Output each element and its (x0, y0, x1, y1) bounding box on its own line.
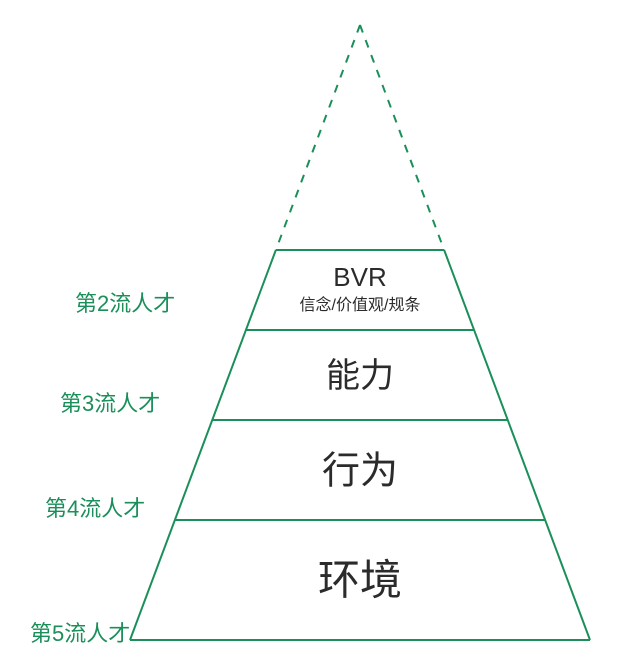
tier-title-0: BVR (333, 262, 386, 292)
tier-subtitle-0: 信念/价值观/规条 (300, 295, 421, 314)
side-label-1: 第3流人才 (60, 386, 160, 418)
pyramid-diagram: BVR 信念/价值观/规条能力行为环境 第2流人才第3流人才第4流人才第5流人才 (0, 0, 636, 668)
side-label-2: 第4流人才 (45, 491, 145, 523)
tier-title-3: 环境 (318, 557, 402, 604)
tier-title-1: 能力 (326, 357, 394, 395)
tier-title-2: 行为 (322, 450, 398, 492)
side-label-3: 第5流人才 (30, 616, 130, 648)
pyramid-svg: BVR 信念/价值观/规条能力行为环境 (0, 0, 636, 668)
side-label-0: 第2流人才 (75, 286, 175, 318)
